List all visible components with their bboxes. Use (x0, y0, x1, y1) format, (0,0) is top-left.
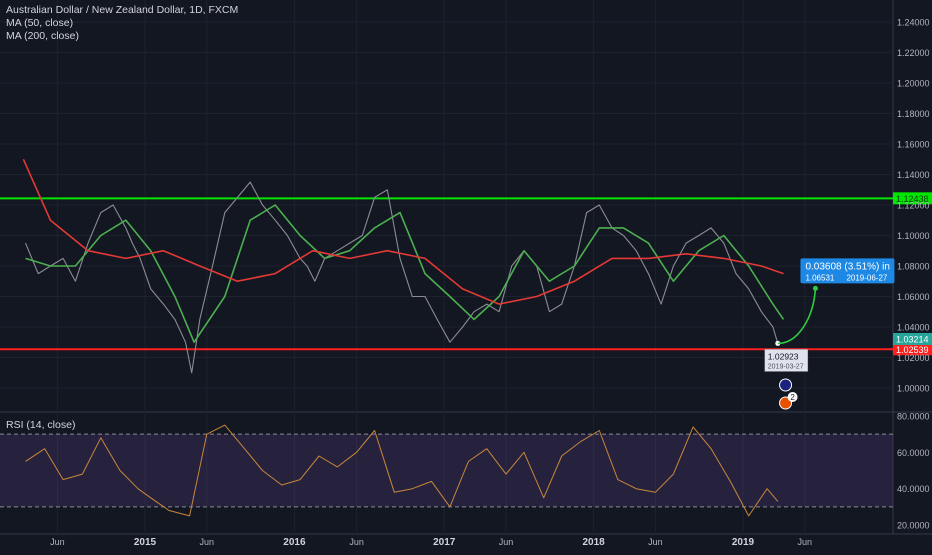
annotations-layer: 1.02923 2019-03-27 0.03608 (3.51%) in1.065… (764, 258, 895, 410)
rsi-band-fill (0, 434, 893, 507)
y-tick-label: 1.14000 (897, 170, 930, 180)
y-tick-label: 1.16000 (897, 140, 930, 150)
y-tick-label: 1.10000 (897, 231, 930, 241)
point-label-box (764, 349, 809, 372)
rsi-y-tick-label: 20.0000 (897, 521, 930, 531)
axis-layer: 1.00000 1.02000 1.04000 1.06000 1.08000 1.100… (50, 18, 929, 549)
ma200-legend-label: MA (200, close) (6, 30, 79, 42)
ma200-line (22, 158, 784, 305)
resistance-price-tag (893, 192, 932, 205)
x-tick-label: 2019 (732, 537, 755, 548)
rsi-y-tick-label: 80.0000 (897, 412, 930, 422)
rsi-legend-label: RSI (14, close) (6, 419, 75, 431)
y-tick-label: 1.12000 (897, 201, 930, 211)
rsi-y-tick-label: 40.0000 (897, 484, 930, 494)
forecast-curve (777, 288, 817, 345)
rsi-band-layer (0, 433, 893, 508)
x-tick-label: Jun (50, 537, 65, 547)
y-tick-label: 1.04000 (897, 323, 930, 333)
y-tick-label: 1.22000 (897, 48, 930, 58)
forecast-endpoint (812, 285, 818, 291)
forecast-date-label: 2019-06-27 (846, 273, 887, 282)
x-tick-label: 2016 (283, 537, 306, 548)
x-tick-label: Jun (349, 537, 364, 547)
event-marker-badge (787, 392, 798, 402)
x-tick-label: Jun (648, 537, 663, 547)
support-price-label: 1.02539 (896, 345, 929, 355)
point-label-date: 2019-03-27 (768, 363, 804, 370)
forecast-change-label: 0.03608 (3.51%) in (805, 261, 890, 272)
forecast-price-label: 1.06531 (805, 273, 834, 282)
rsi-y-tick-label: 60.0000 (897, 448, 930, 458)
point-label-price: 1.02923 (768, 351, 799, 361)
grid-layer (0, 0, 932, 535)
x-tick-label: 2017 (433, 537, 456, 548)
last-price-label: 1.03214 (896, 334, 929, 344)
forecast-callout-box (800, 258, 895, 284)
x-tick-label: Jun (798, 537, 813, 547)
y-tick-label: 1.18000 (897, 109, 930, 119)
x-tick-label: Jun (200, 537, 215, 547)
y-tick-label: 1.08000 (897, 262, 930, 272)
ma50-legend-label: MA (50, close) (6, 17, 73, 29)
y-tick-label: 1.00000 (897, 384, 930, 394)
event-marker-badge-count: 2 (790, 393, 795, 402)
y-tick-label: 1.02000 (897, 353, 930, 363)
x-tick-label: 2015 (134, 537, 157, 548)
y-tick-label: 1.20000 (897, 79, 930, 89)
price-line (24, 181, 779, 374)
last-price-tag (893, 332, 932, 345)
ma50-line (25, 204, 785, 343)
rsi-line (25, 424, 779, 517)
event-marker-icon (779, 378, 793, 392)
support-price-tag (893, 343, 932, 356)
series-layer (22, 158, 785, 517)
x-tick-label: Jun (499, 537, 514, 547)
x-tick-label: 2018 (582, 537, 605, 548)
chart-title: Australian Dollar / New Zealand Dollar, … (6, 4, 238, 16)
y-tick-label: 1.24000 (897, 18, 930, 28)
y-tick-label: 1.06000 (897, 292, 930, 302)
resistance-price-label: 1.12438 (896, 194, 929, 204)
